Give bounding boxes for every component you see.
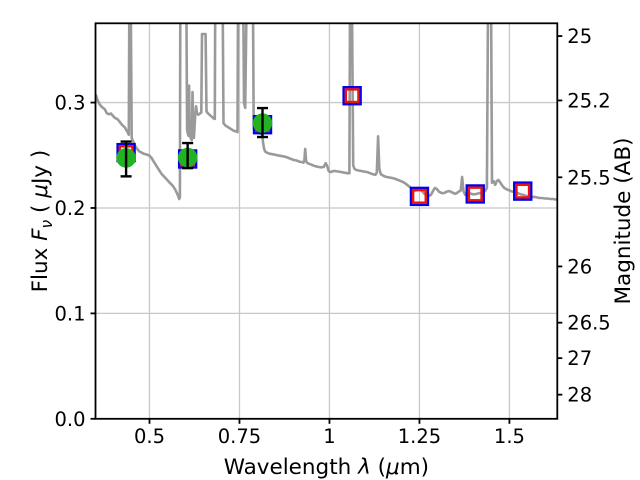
x-axis-label-part: ( [371,455,386,480]
y-right-tick-label: 27 [567,347,592,370]
data-layer [95,23,558,207]
y-axis-left-label-part: F [28,228,53,241]
x-axis-label-part: m) [400,455,429,480]
y-left-tick-label: 0.3 [54,92,85,115]
model-square-outer [409,186,430,207]
y-right-tick-label: 26 [567,255,592,278]
model-square-outer [342,86,362,106]
y-axis-left-label-part: Flux [28,241,53,293]
y-right-tick-label: 28 [567,384,592,407]
model-photometry-point [409,186,430,207]
y-right-tick-label: 26.5 [567,312,610,335]
x-axis-label-part: λ [357,455,371,480]
model-photometry-point [513,181,533,201]
y-left-tick-label: 0.0 [54,408,85,431]
x-axis-label-part: μ [385,455,400,480]
y-axis-left-label-part: Jy ) [28,150,53,186]
plot-border [94,22,559,420]
x-tick-label: 1 [323,425,335,448]
model-photometry-point [342,86,362,106]
x-tick-label: 0.5 [134,425,165,448]
x-axis-label: Wavelength λ (μm) [224,455,429,480]
model-square-inner [411,188,427,204]
model-square-inner [344,88,360,104]
y-axis-right-label: Magnitude (AB) [611,138,636,305]
y-axis-left-label-part: ( [28,198,53,220]
error-bar [182,141,194,170]
y-right-tick-label: 25.2 [567,89,610,112]
x-axis-label-part: Wavelength [224,455,358,480]
y-axis-left-label-part: μ [28,184,53,199]
y-left-tick-label: 0.2 [54,197,85,220]
model-square-inner [467,186,483,202]
y-axis-left-label-part: ν [38,219,56,228]
model-square-outer [513,181,533,201]
model-square-inner [515,183,531,199]
error-bar [120,140,132,178]
y-right-tick-label: 25.5 [567,166,610,189]
y-right-tick-label: 25 [567,25,592,48]
model-square-outer [465,184,485,204]
chart-layers: 0.5 0.75 1 1.25 1.5 0.0 0.1 0.2 0.3 25 25.2 25.5 26 2… [28,22,611,480]
y-left-tick-label: 0.1 [54,302,85,325]
y-axis-left-label: Flux Fν ( μJy ) [28,150,56,293]
x-tick-label: 1.25 [398,425,441,448]
error-bar [257,106,269,139]
x-tick-label: 0.75 [218,425,261,448]
spectrum-line [95,23,558,201]
model-photometry-point [465,184,485,204]
x-tick-label: 1.5 [494,425,525,448]
